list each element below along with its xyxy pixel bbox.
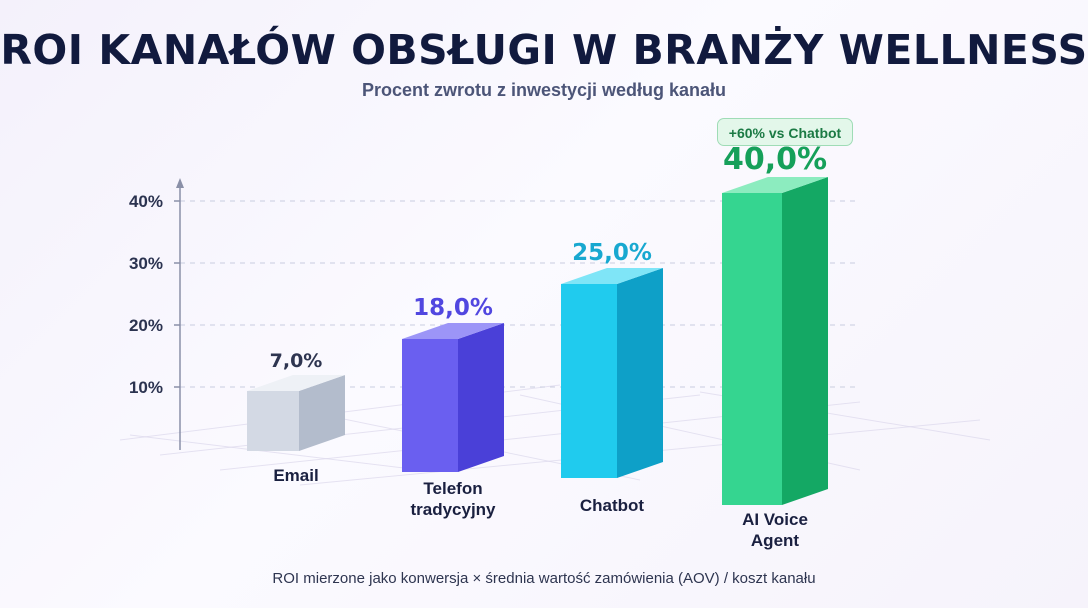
bar: 40,0% AI Voice Agent — [722, 142, 828, 550]
floor-grid-line — [129, 434, 421, 471]
category-label: Chatbot — [580, 496, 645, 515]
bar-top — [561, 268, 663, 284]
bar: 7,0% Email — [247, 350, 345, 485]
y-tick-label: 40% — [129, 192, 163, 211]
y-axis-arrow — [176, 178, 184, 188]
bar-value-label: 7,0% — [270, 350, 323, 372]
bar-side — [782, 177, 828, 505]
y-tick-label: 20% — [129, 316, 163, 335]
bar-front — [247, 391, 299, 451]
bar-top — [722, 177, 828, 193]
bar-top — [402, 323, 504, 339]
category-label: Email — [273, 466, 318, 485]
category-label: Telefon tradycyjny — [410, 479, 496, 519]
y-tick-label: 30% — [129, 254, 163, 273]
y-tick-label: 10% — [129, 378, 163, 397]
chart-title: ROI KANAŁÓW OBSŁUGI W BRANŻY WELLNESS — [0, 26, 1088, 74]
bar-side — [617, 268, 663, 478]
bar-top — [247, 375, 345, 391]
bar-front — [561, 284, 617, 478]
bar: 25,0% Chatbot — [561, 240, 663, 515]
bar-value-label: 25,0% — [572, 240, 652, 266]
bar-front — [722, 193, 782, 505]
bar-value-label: 18,0% — [413, 295, 493, 321]
bars: 7,0% Email 18,0% Telefon tradycyjny 25,0% Chat… — [247, 142, 828, 550]
chart-subtitle: Procent zwrotu z inwestycji według kanał… — [361, 80, 727, 100]
category-label: AI Voice Agent — [742, 510, 808, 550]
comparison-badge: +60% vs Chatbot — [717, 118, 853, 146]
bar-side — [299, 375, 345, 451]
bar: 18,0% Telefon tradycyjny — [402, 295, 504, 519]
bar-side — [458, 323, 504, 472]
bar-front — [402, 339, 458, 472]
footnote: ROI mierzone jako konwersja × średnia wa… — [272, 570, 816, 587]
bar-value-label: 40,0% — [723, 142, 827, 177]
